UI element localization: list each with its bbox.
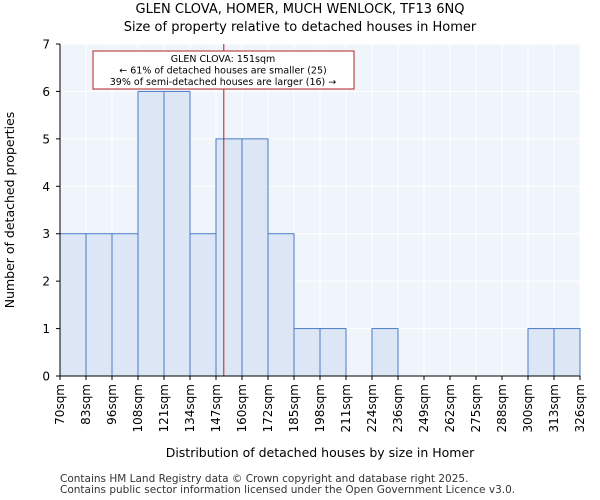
x-tick-label: 326sqm <box>573 384 587 432</box>
annotation-frame <box>92 50 355 90</box>
y-tick-label: 5 <box>42 132 50 146</box>
bar <box>241 138 269 377</box>
y-axis-label: Number of detached properties <box>2 112 17 309</box>
y-tick-label: 4 <box>42 180 50 194</box>
x-axis-label: Distribution of detached houses by size … <box>166 445 475 460</box>
x-tick-label: 275sqm <box>469 384 483 432</box>
bar <box>85 233 113 377</box>
x-tick-label: 236sqm <box>391 384 405 432</box>
bar <box>527 328 555 377</box>
footer-line-1: Contains HM Land Registry data © Crown c… <box>60 473 469 485</box>
chart-title: GLEN CLOVA, HOMER, MUCH WENLOCK, TF13 6N… <box>135 2 465 17</box>
bar <box>267 233 295 377</box>
histogram-chart: GLEN CLOVA: 151sqm← 61% of detached hous… <box>2 38 587 461</box>
bar <box>137 90 165 377</box>
x-tick-label: 134sqm <box>183 384 197 432</box>
x-tick-label: 96sqm <box>105 384 119 425</box>
bar <box>111 233 139 377</box>
chart-subtitle: Size of property relative to detached ho… <box>123 20 477 35</box>
y-tick-label: 0 <box>42 370 50 384</box>
y-tick-label: 2 <box>42 275 50 289</box>
x-tick-label: 211sqm <box>339 384 353 432</box>
bar <box>215 138 243 377</box>
x-tick-label: 224sqm <box>365 384 379 432</box>
y-tick-label: 1 <box>42 322 50 336</box>
x-tick-label: 108sqm <box>131 384 145 432</box>
x-tick-label: 147sqm <box>209 384 223 432</box>
y-tick-labels: 0 1 2 3 4 5 6 7 <box>42 38 60 384</box>
x-tick-label: 262sqm <box>443 384 457 432</box>
x-tick-label: 160sqm <box>235 384 249 432</box>
bar <box>189 233 217 377</box>
bar <box>553 328 581 377</box>
annotation-box: GLEN CLOVA: 151sqm← 61% of detached hous… <box>92 50 355 90</box>
y-tick-label: 6 <box>42 85 50 99</box>
footer-line-2: Contains public sector information licen… <box>60 484 516 496</box>
annotation-line: GLEN CLOVA: 151sqm <box>171 54 276 65</box>
bar <box>163 90 191 377</box>
x-tick-label: 313sqm <box>547 384 561 432</box>
bar <box>319 328 347 377</box>
x-tick-label: 198sqm <box>313 384 327 432</box>
annotation-line: 39% of semi-detached houses are larger (… <box>110 77 337 88</box>
x-tick-label: 172sqm <box>261 384 275 432</box>
x-tick-label: 185sqm <box>287 384 301 432</box>
y-tick-label: 7 <box>42 38 50 52</box>
x-tick-label: 249sqm <box>417 384 431 432</box>
x-tick-label: 300sqm <box>521 384 535 432</box>
bar <box>293 328 321 377</box>
bar <box>59 233 87 377</box>
x-tick-label: 288sqm <box>495 384 509 432</box>
bar <box>371 328 399 377</box>
x-tick-label: 83sqm <box>79 384 93 425</box>
annotation-line: ← 61% of detached houses are smaller (25… <box>119 66 326 77</box>
x-tick-labels: 70sqm 83sqm 96sqm 108sqm 121sqm 134sqm 147sqm 1… <box>53 376 587 432</box>
x-tick-label: 121sqm <box>157 384 171 432</box>
bars <box>59 90 581 377</box>
y-tick-label: 3 <box>42 227 50 241</box>
x-tick-label: 70sqm <box>53 384 67 425</box>
